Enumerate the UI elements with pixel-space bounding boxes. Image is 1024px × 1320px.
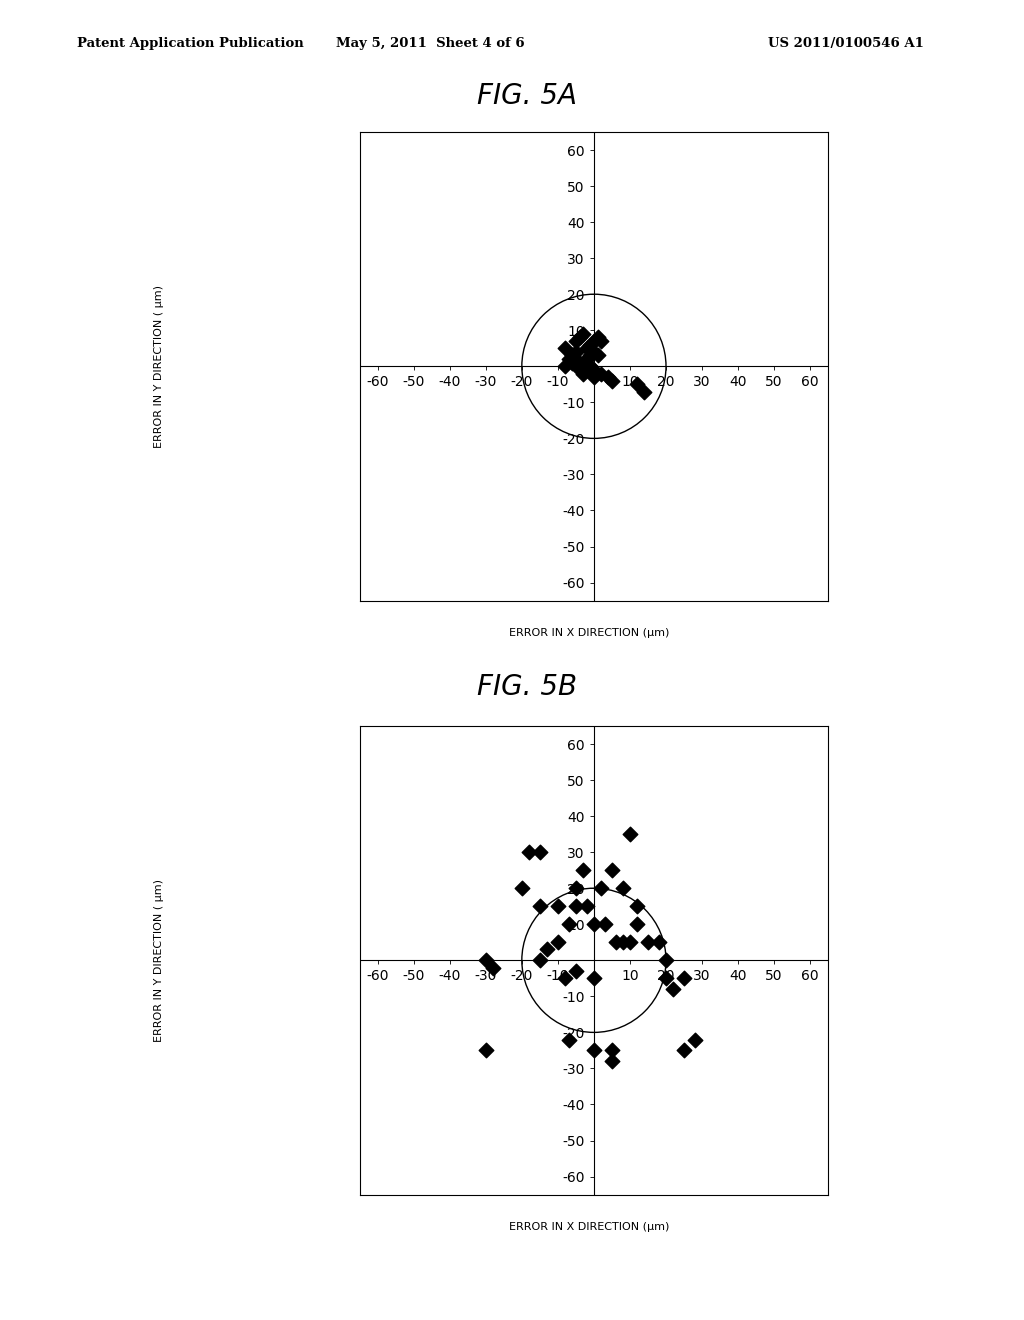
Text: ERROR IN Y DIRECTION ( μm): ERROR IN Y DIRECTION ( μm): [154, 879, 164, 1043]
Point: [564, 352, 581, 374]
Point: [593, 330, 609, 351]
Point: [531, 896, 548, 917]
Point: [640, 932, 656, 953]
Point: [590, 345, 606, 366]
Point: [557, 338, 573, 359]
Point: [560, 1030, 577, 1051]
Point: [574, 352, 591, 374]
Point: [550, 932, 566, 953]
Text: ERROR IN X DIRECTION (μm): ERROR IN X DIRECTION (μm): [509, 1222, 669, 1233]
Point: [607, 932, 624, 953]
Point: [514, 878, 530, 899]
Point: [604, 370, 621, 391]
Point: [614, 932, 631, 953]
Point: [567, 330, 584, 351]
Point: [676, 1040, 692, 1061]
Point: [687, 1030, 703, 1051]
Point: [665, 978, 681, 999]
Point: [557, 355, 573, 378]
Point: [636, 381, 652, 403]
Point: [629, 896, 645, 917]
Point: [567, 342, 584, 363]
Point: [574, 363, 591, 384]
Point: [622, 932, 638, 953]
Point: [593, 878, 609, 899]
Point: [582, 334, 598, 355]
Point: [484, 957, 501, 978]
Point: [560, 348, 577, 370]
Point: [676, 968, 692, 989]
Point: [582, 355, 598, 378]
Point: [567, 961, 584, 982]
Point: [604, 1040, 621, 1061]
Point: [567, 896, 584, 917]
Text: FIG. 5B: FIG. 5B: [477, 673, 578, 701]
Point: [629, 913, 645, 935]
Point: [586, 1040, 602, 1061]
Point: [604, 1051, 621, 1072]
Point: [622, 824, 638, 845]
Text: FIG. 5A: FIG. 5A: [477, 82, 578, 110]
Point: [586, 342, 602, 363]
Point: [550, 896, 566, 917]
Text: ERROR IN X DIRECTION (μm): ERROR IN X DIRECTION (μm): [509, 628, 669, 639]
Point: [600, 367, 616, 388]
Text: US 2011/0100546 A1: US 2011/0100546 A1: [768, 37, 924, 50]
Point: [521, 842, 538, 863]
Point: [571, 327, 588, 348]
Point: [586, 367, 602, 388]
Point: [539, 939, 555, 960]
Point: [657, 968, 674, 989]
Point: [586, 330, 602, 351]
Point: [579, 338, 595, 359]
Point: [586, 359, 602, 380]
Point: [477, 950, 494, 972]
Point: [531, 842, 548, 863]
Point: [586, 913, 602, 935]
Point: [564, 345, 581, 366]
Point: [567, 878, 584, 899]
Point: [477, 1040, 494, 1061]
Point: [597, 913, 613, 935]
Text: May 5, 2011  Sheet 4 of 6: May 5, 2011 Sheet 4 of 6: [336, 37, 524, 50]
Point: [571, 359, 588, 380]
Point: [579, 896, 595, 917]
Point: [557, 968, 573, 989]
Point: [579, 348, 595, 370]
Point: [560, 913, 577, 935]
Point: [582, 345, 598, 366]
Point: [593, 363, 609, 384]
Point: [531, 950, 548, 972]
Text: ERROR IN Y DIRECTION ( μm): ERROR IN Y DIRECTION ( μm): [154, 285, 164, 449]
Text: Patent Application Publication: Patent Application Publication: [77, 37, 303, 50]
Point: [574, 323, 591, 345]
Point: [650, 932, 667, 953]
Point: [604, 859, 621, 880]
Point: [629, 374, 645, 395]
Point: [614, 878, 631, 899]
Point: [567, 348, 584, 370]
Point: [574, 859, 591, 880]
Point: [590, 327, 606, 348]
Point: [586, 968, 602, 989]
Point: [657, 950, 674, 972]
